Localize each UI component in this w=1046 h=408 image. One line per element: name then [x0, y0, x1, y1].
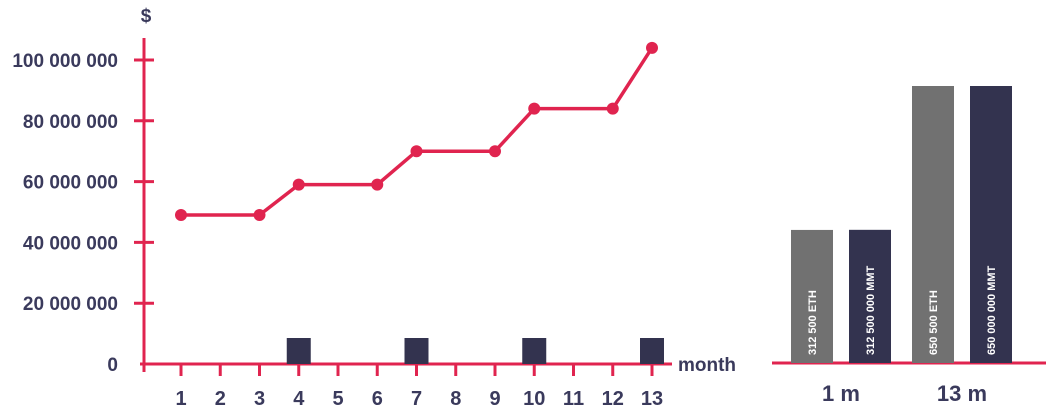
y-tick-label: 40 000 000 — [23, 233, 118, 254]
data-point — [253, 209, 266, 222]
y-tick-label: 100 000 000 — [12, 51, 118, 72]
bar-category-label: 13 m — [937, 381, 987, 406]
data-point — [371, 178, 384, 191]
bar-value-label: 312 500 000 MMT — [865, 265, 877, 355]
x-tick-label: 1 — [175, 388, 186, 408]
y-axis-label: $ — [141, 6, 152, 27]
y-tick-label: 80 000 000 — [23, 112, 118, 133]
month-marker — [286, 338, 311, 364]
month-marker — [522, 338, 547, 364]
x-tick-label: 10 — [523, 388, 545, 408]
data-point — [489, 145, 501, 158]
x-tick-label: 4 — [293, 388, 305, 408]
x-tick-label: 6 — [372, 388, 383, 408]
month-marker — [404, 338, 429, 364]
x-tick-label: 13 — [641, 388, 663, 408]
x-axis-label: month — [678, 355, 736, 376]
x-tick-label: 12 — [602, 388, 624, 408]
bar-value-label: 312 500 ETH — [807, 290, 819, 355]
line-chart: $ month 0 20 000 000 40 000 000 60 000 000 80 … — [12, 6, 736, 408]
x-tick-label: 2 — [215, 388, 226, 408]
data-point — [606, 102, 619, 115]
data-point — [175, 209, 187, 222]
data-point — [528, 102, 541, 115]
x-tick-label: 7 — [411, 388, 422, 408]
y-tick-label: 0 — [107, 355, 118, 376]
month-marker — [640, 338, 664, 364]
bar — [970, 86, 1012, 363]
data-point — [292, 178, 305, 191]
bar-category-label: 1 m — [822, 381, 860, 406]
data-point — [646, 41, 658, 54]
bar-value-label: 650 500 ETH — [928, 290, 940, 355]
y-tick-label: 20 000 000 — [23, 294, 118, 315]
bar — [791, 229, 833, 363]
series-line — [181, 46, 654, 217]
bar-chart: 1 m 312 500 ETH 312 500 000 MMT 13 m 650 500… — [772, 86, 1046, 406]
bar-value-label: 650 000 000 MMT — [986, 265, 998, 355]
bar — [849, 229, 891, 363]
x-tick-label: 5 — [332, 388, 343, 408]
x-tick-label: 8 — [450, 388, 461, 408]
x-tick-label: 11 — [563, 388, 584, 408]
x-tick-label: 3 — [254, 388, 265, 408]
bar — [912, 86, 954, 363]
x-tick-label: 9 — [489, 388, 500, 408]
y-tick-label: 60 000 000 — [23, 173, 118, 194]
data-point — [410, 145, 423, 158]
